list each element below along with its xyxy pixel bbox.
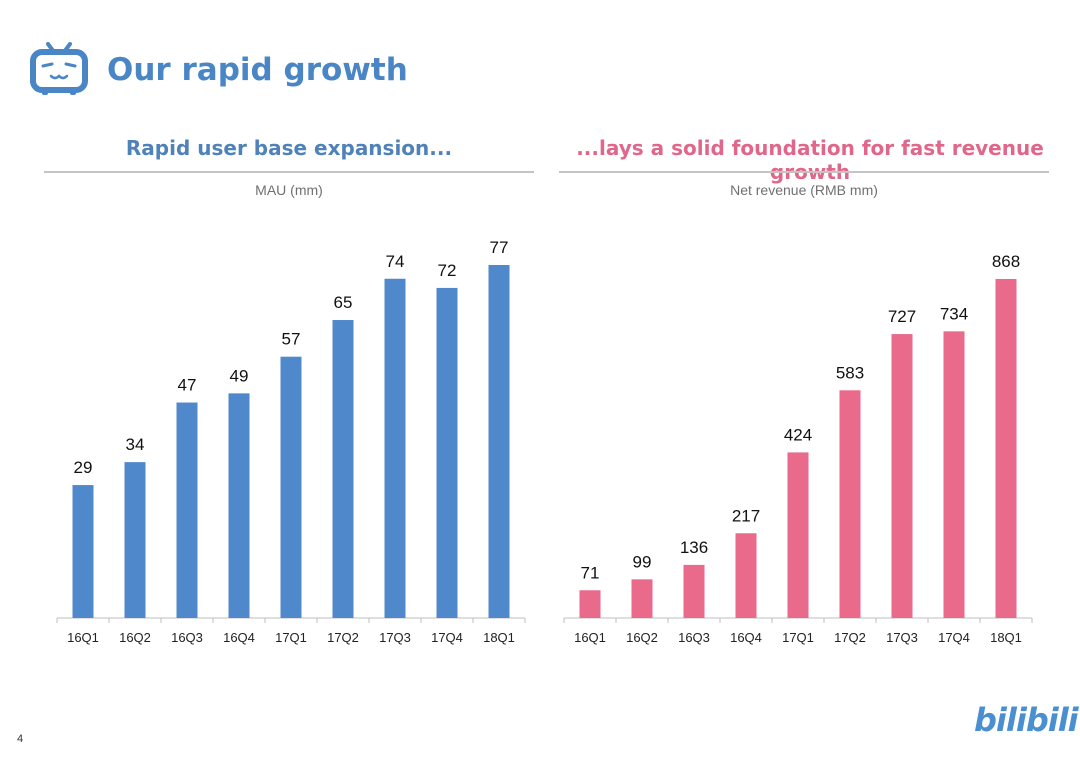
left-panel-heading: Rapid user base expansion... bbox=[125, 136, 453, 160]
x-tick-label: 17Q3 bbox=[886, 630, 918, 645]
tv-mascot-icon bbox=[30, 42, 88, 95]
data-label: 29 bbox=[74, 458, 93, 477]
data-label: 868 bbox=[992, 252, 1020, 271]
x-tick-label: 16Q2 bbox=[119, 630, 151, 645]
bar-17Q2 bbox=[332, 320, 354, 618]
bar-17Q3 bbox=[891, 334, 913, 618]
right-divider bbox=[559, 171, 1049, 173]
data-label: 136 bbox=[680, 538, 708, 557]
bar-17Q1 bbox=[280, 356, 302, 618]
data-label: 734 bbox=[940, 304, 968, 323]
left-divider bbox=[44, 171, 534, 173]
data-label: 77 bbox=[490, 238, 509, 257]
x-tick-label: 17Q4 bbox=[938, 630, 970, 645]
bar-16Q1 bbox=[579, 590, 601, 618]
data-label: 65 bbox=[334, 293, 353, 312]
bar-16Q4 bbox=[228, 393, 250, 618]
x-tick-label: 16Q1 bbox=[574, 630, 606, 645]
data-label: 99 bbox=[633, 552, 652, 571]
mau-chart: 29 16Q1 34 16Q2 47 16Q3 49 16Q4 57 17Q1 65 17Q2 74 17… bbox=[56, 238, 526, 645]
x-tick-label: 17Q2 bbox=[834, 630, 866, 645]
x-tick-label: 17Q3 bbox=[379, 630, 411, 645]
x-tick-label: 17Q2 bbox=[327, 630, 359, 645]
data-label: 57 bbox=[282, 330, 301, 349]
bar-18Q1 bbox=[488, 265, 510, 618]
x-tick-label: 18Q1 bbox=[483, 630, 515, 645]
bar-16Q2 bbox=[631, 579, 653, 618]
x-tick-label: 16Q4 bbox=[730, 630, 762, 645]
bar-17Q1 bbox=[787, 452, 809, 618]
page-number: 4 bbox=[17, 733, 24, 745]
page-title: Our rapid growth bbox=[107, 52, 408, 88]
x-tick-label: 16Q4 bbox=[223, 630, 255, 645]
bar-16Q4 bbox=[735, 533, 757, 618]
bar-17Q4 bbox=[943, 331, 965, 618]
data-label: 424 bbox=[784, 425, 812, 444]
bar-16Q2 bbox=[124, 462, 146, 618]
x-tick-label: 16Q1 bbox=[67, 630, 99, 645]
bilibili-logo: bilibili bbox=[974, 701, 1079, 739]
data-label: 47 bbox=[178, 376, 197, 395]
bar-17Q4 bbox=[436, 287, 458, 618]
x-tick-label: 16Q3 bbox=[678, 630, 710, 645]
data-label: 74 bbox=[386, 252, 405, 271]
bar-17Q2 bbox=[839, 390, 861, 618]
data-label: 49 bbox=[230, 366, 249, 385]
right-chart-title: Net revenue (RMB mm) bbox=[730, 182, 878, 198]
bar-18Q1 bbox=[995, 279, 1017, 618]
data-label: 727 bbox=[888, 307, 916, 326]
x-tick-label: 17Q1 bbox=[782, 630, 814, 645]
revenue-chart: 71 16Q1 99 16Q2 136 16Q3 217 16Q4 424 17Q1 583 17Q2… bbox=[563, 252, 1033, 645]
bar-16Q3 bbox=[683, 564, 705, 618]
left-chart-title: MAU (mm) bbox=[255, 182, 323, 198]
data-label: 583 bbox=[836, 363, 864, 382]
data-label: 34 bbox=[126, 435, 145, 454]
data-label: 72 bbox=[438, 261, 457, 280]
data-label: 71 bbox=[581, 563, 600, 582]
bar-16Q1 bbox=[72, 485, 94, 618]
x-tick-label: 18Q1 bbox=[990, 630, 1022, 645]
data-label: 217 bbox=[732, 506, 760, 525]
bar-16Q3 bbox=[176, 402, 198, 618]
x-tick-label: 17Q1 bbox=[275, 630, 307, 645]
x-tick-label: 17Q4 bbox=[431, 630, 463, 645]
x-tick-label: 16Q2 bbox=[626, 630, 658, 645]
x-tick-label: 16Q3 bbox=[171, 630, 203, 645]
bar-17Q3 bbox=[384, 278, 406, 618]
